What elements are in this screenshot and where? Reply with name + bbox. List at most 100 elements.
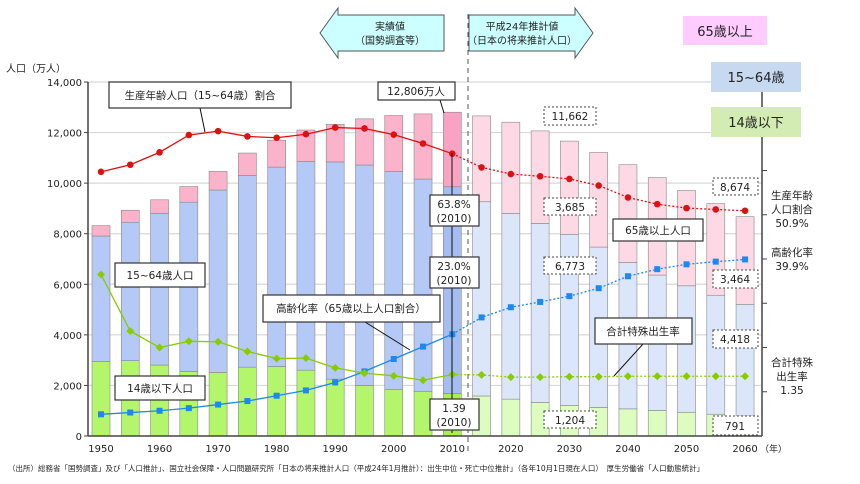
bar-age65-1970 [208, 171, 228, 191]
bar-age15_64-1950 [91, 235, 111, 362]
bar-age65-2040 [618, 164, 638, 263]
annotation-total-2060: 8,674 [720, 182, 750, 194]
bar-age0_14-1985 [296, 369, 316, 437]
x-tick-label: 2030 [557, 444, 582, 455]
point-working-ratio-2055 [712, 206, 720, 213]
bar-age65-1960 [150, 199, 169, 214]
bar-age0_14-2020 [501, 398, 521, 437]
point-working-ratio-2035 [595, 182, 602, 189]
bar-age0_14-1995 [355, 385, 374, 437]
point-tfr-2015 [477, 370, 486, 379]
right-label-tfr-3: 1.35 [780, 385, 803, 397]
right-label-aging-2: 39.9% [775, 261, 808, 273]
bar-age65-1985 [296, 129, 316, 162]
bar-age0_14-1950 [91, 361, 111, 437]
point-aging-rate-2020 [507, 304, 514, 311]
point-aging-rate-1985 [302, 387, 309, 394]
point-working-ratio-2015 [478, 164, 485, 171]
annotation-65-2030: 3,685 [555, 202, 585, 214]
bar-age65-1980 [267, 139, 286, 168]
svg-text:1.39: 1.39 [442, 403, 465, 415]
annotation-pop-65: 65歳以上人口 [625, 225, 691, 237]
point-working-ratio-1965 [185, 131, 193, 139]
annotation-total-2010: 12,806万人 [387, 86, 445, 98]
annotation-tfr-2010-value: 1.39 [442, 403, 465, 415]
right-label-aging-1: 高齢化率 [771, 246, 813, 259]
annotation-65-2060: 3,464 [720, 274, 750, 286]
right-label-working-2: 人口割合 [771, 203, 813, 216]
point-aging-rate-2005 [420, 343, 427, 350]
point-working-ratio-2030 [566, 175, 573, 183]
right-label-tfr-2: 出生率 [776, 370, 808, 383]
x-tick-label: 1970 [205, 444, 230, 455]
point-tfr-2050 [682, 372, 691, 381]
bar-age15_64-1960 [150, 213, 169, 366]
bar-age65-2000 [384, 115, 404, 172]
point-aging-rate-2050 [683, 261, 690, 268]
point-aging-rate-2040 [624, 273, 631, 280]
svg-text:(2010): (2010) [437, 417, 472, 429]
point-tfr-1975 [243, 347, 252, 356]
axes: 0 2,000 4,000 6,000 8,000 10,000 12,000 14,000 1… [47, 78, 767, 455]
point-tfr-1950 [97, 270, 105, 279]
point-working-ratio-1970 [214, 127, 222, 135]
bar-age15_64-1975 [238, 175, 257, 368]
point-aging-rate-2035 [595, 285, 602, 292]
x-tick-label: 2010 [440, 444, 465, 455]
point-tfr-2060 [741, 372, 750, 381]
y-axis-label: 人口（万人） [6, 63, 66, 75]
bar-age15_64-1955 [120, 221, 140, 361]
point-working-ratio-2050 [683, 204, 690, 212]
y-tick-label: 6,000 [53, 280, 82, 291]
projection-arrow-line1: 平成24年推計値 [486, 20, 559, 33]
x-tick-label: 2040 [615, 444, 640, 455]
annotations: 生産年齢人口（15~64歳）割合 12,806万人 63.8% (2010) 2… [108, 81, 813, 436]
x-tick-label: 2050 [674, 444, 699, 455]
point-tfr-1990 [331, 363, 340, 372]
point-tfr-2030 [565, 372, 574, 381]
legend-swatch-65 [683, 16, 767, 45]
point-working-ratio-1955 [126, 161, 134, 169]
bar-age0_14-2050 [677, 411, 696, 437]
point-working-ratio-2025 [536, 172, 544, 180]
y-tick-label: 8,000 [53, 230, 82, 241]
point-tfr-2040 [623, 372, 632, 381]
point-working-ratio-2005 [419, 140, 427, 147]
bar-age65-1975 [238, 152, 257, 176]
point-working-ratio-1960 [156, 149, 163, 156]
point-tfr-2035 [594, 372, 603, 381]
svg-text:(2010): (2010) [437, 275, 472, 287]
line-projection-2 [452, 373, 746, 378]
x-tick-label: 2000 [381, 444, 406, 455]
bar-age65-2020 [501, 121, 521, 214]
point-aging-rate-2025 [537, 298, 544, 305]
x-axis-unit: （年） [760, 443, 787, 455]
annotation-tfr-2010-year: (2010) [437, 417, 472, 429]
point-working-ratio-1990 [331, 124, 339, 131]
point-tfr-2000 [389, 371, 398, 380]
point-aging-rate-2015 [478, 314, 485, 321]
annotation-0-14-2030: 1,204 [555, 415, 585, 427]
y-tick-label: 0 [76, 432, 82, 443]
annotation-aging-rate: 高齢化率（65歳以上人口割合） [276, 302, 426, 315]
point-tfr-1970 [214, 337, 223, 346]
point-aging-rate-1960 [156, 407, 163, 414]
bar-age15_64-1985 [296, 161, 316, 371]
point-working-ratio-1950 [97, 168, 105, 176]
line-series [97, 124, 750, 418]
point-tfr-2055 [711, 372, 720, 381]
point-working-ratio-2040 [624, 194, 632, 201]
legend-swatch-0-14 [711, 107, 801, 137]
bar-age0_14-2040 [618, 408, 638, 437]
legend-label-15-64: 15~64歳 [728, 71, 785, 86]
x-tick-label: 1950 [88, 444, 113, 455]
x-tick-label: 1990 [322, 444, 347, 455]
annotation-0-14-2060: 791 [725, 421, 745, 433]
bar-age15_64-1995 [355, 164, 374, 386]
point-aging-rate-1975 [244, 398, 251, 405]
bar-age0_14-1980 [267, 366, 286, 437]
bar-age0_14-1990 [325, 378, 345, 437]
point-aging-rate-1950 [98, 411, 104, 418]
y-tick-label: 12,000 [47, 129, 82, 140]
